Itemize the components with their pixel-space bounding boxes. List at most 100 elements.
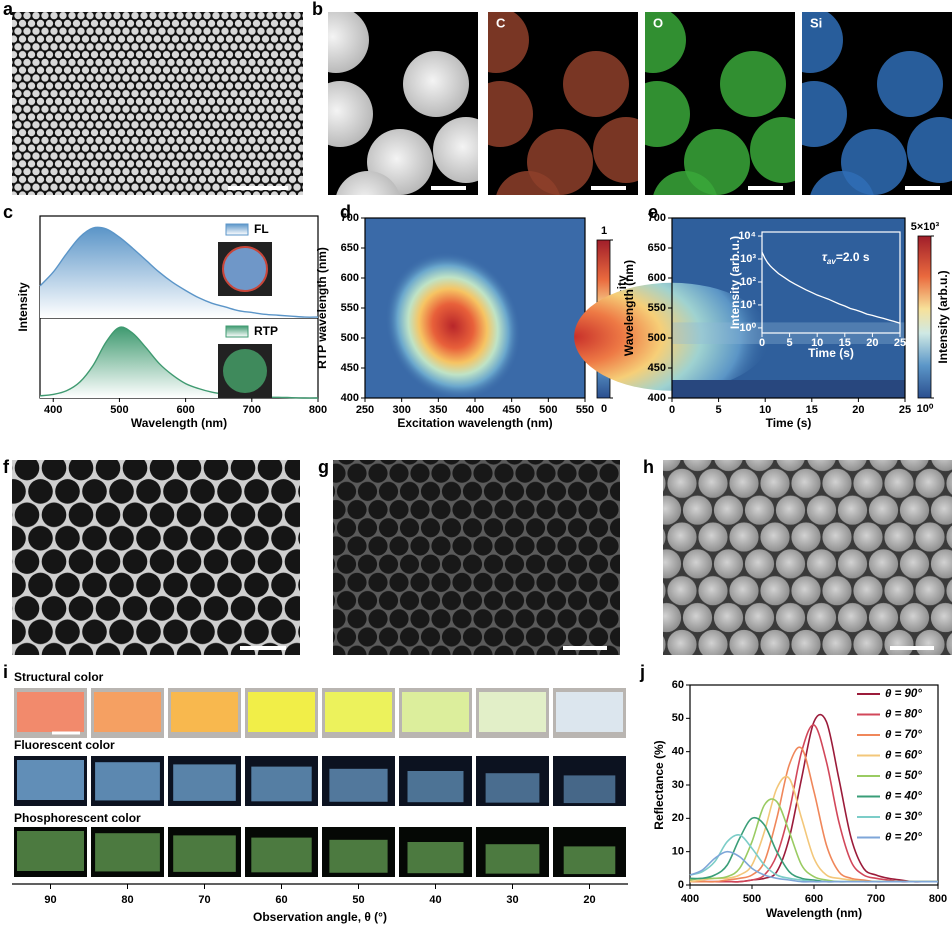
- y-tick-label: 30: [672, 779, 684, 791]
- colorbar: [917, 235, 932, 399]
- particle: [802, 12, 843, 73]
- sample: [171, 692, 238, 732]
- photo-sample: [223, 349, 267, 393]
- x-tick-label: 250: [356, 404, 374, 416]
- y-tick-label: 650: [341, 242, 359, 254]
- photo-sample: [222, 246, 268, 292]
- y-tick-label: 50: [672, 712, 684, 724]
- annotation-part: τ: [822, 250, 828, 264]
- x-axis-label: Time (s): [766, 416, 812, 430]
- particle: [593, 117, 638, 183]
- panel-label: h: [643, 457, 654, 477]
- area: [40, 227, 318, 318]
- spheres: [802, 12, 952, 195]
- panel-label: g: [318, 457, 329, 477]
- x-tick-label: 5: [716, 404, 722, 416]
- y-tick-label: 650: [648, 242, 666, 254]
- panel-label: f: [3, 457, 10, 477]
- sample: [173, 764, 236, 801]
- panel-label: a: [3, 0, 14, 19]
- annotation-part: av: [827, 257, 836, 266]
- sample: [17, 760, 84, 800]
- annotation: τav=2.0 s: [822, 250, 870, 266]
- y-tick-label: 0: [678, 879, 684, 891]
- sample: [479, 692, 546, 732]
- row-title: Phosphorescent color: [14, 811, 141, 825]
- y-axis-label: RTP wavelength (nm): [315, 247, 329, 369]
- sem-image: [663, 460, 952, 655]
- heatmap-low: [672, 380, 905, 398]
- sample: [563, 846, 616, 875]
- x-tick-label: 400: [466, 404, 484, 416]
- particle: [645, 12, 686, 73]
- y-tick-label: 550: [341, 302, 359, 314]
- angle-label: 80: [121, 894, 133, 906]
- particle: [488, 81, 533, 147]
- y-tick-label: 500: [341, 332, 359, 344]
- x-tick-label: 500: [539, 404, 557, 416]
- spheres: [328, 12, 478, 195]
- y-tick-label: 60: [672, 679, 684, 691]
- y-tick-label: 10⁴: [738, 230, 756, 242]
- legend-label: RTP: [254, 324, 278, 338]
- particle: [877, 51, 943, 117]
- x-tick-label: 15: [839, 337, 851, 349]
- spheres: [488, 12, 638, 195]
- x-tick-label: 10: [811, 337, 823, 349]
- x-tick-label: 500: [110, 404, 128, 416]
- legend-label: θ = 80°: [885, 709, 922, 721]
- x-tick-label: 700: [867, 893, 885, 905]
- sample: [556, 692, 623, 732]
- particle: [433, 117, 478, 183]
- sample: [407, 842, 464, 874]
- reflectance-line: [689, 816, 938, 883]
- y-tick-label: 10: [672, 846, 684, 858]
- particle: [802, 81, 847, 147]
- colorbar-label: Intensity (arb.u.): [936, 270, 950, 363]
- x-axis-label: Wavelength (nm): [131, 416, 227, 430]
- legend-label: θ = 40°: [885, 791, 922, 803]
- legend-label: θ = 20°: [885, 832, 922, 844]
- row-title: Fluorescent color: [14, 738, 115, 752]
- particle: [645, 81, 690, 147]
- legend-label: θ = 30°: [885, 811, 922, 823]
- particle: [328, 12, 369, 73]
- angle-label: 90: [44, 894, 56, 906]
- sample: [402, 692, 469, 732]
- y-axis-label: Reflectance (%): [652, 740, 666, 829]
- sample: [248, 692, 315, 732]
- x-axis-label: Time (s): [808, 346, 854, 360]
- particle: [720, 51, 786, 117]
- sample: [325, 692, 392, 732]
- sem-image: [12, 460, 300, 655]
- spectrum-line: [39, 226, 319, 318]
- sample: [95, 762, 160, 801]
- sample: [95, 833, 160, 872]
- x-tick-label: 25: [899, 404, 911, 416]
- heatmap-hot: [385, 252, 521, 400]
- x-tick-label: 350: [429, 404, 447, 416]
- y-tick-label: 600: [648, 272, 666, 284]
- sample: [329, 839, 388, 873]
- x-tick-label: 400: [681, 893, 699, 905]
- y-axis-label: Wavelength (nm): [622, 260, 636, 356]
- y-tick-label: 20: [672, 812, 684, 824]
- panel-label: b: [312, 0, 323, 19]
- panel-label: j: [639, 662, 645, 682]
- x-tick-label: 600: [805, 893, 823, 905]
- y-axis-label: Intensity (arb.u.): [728, 236, 742, 329]
- sample: [563, 775, 616, 804]
- y-tick-label: 10⁰: [739, 322, 756, 334]
- decay-line: [761, 251, 901, 324]
- x-tick-label: 400: [44, 404, 62, 416]
- y-tick-label: 400: [648, 392, 666, 404]
- x-tick-label: 800: [309, 404, 327, 416]
- y-tick-label: 600: [341, 272, 359, 284]
- y-tick-label: 450: [648, 362, 666, 374]
- colorbar-tick-label: 5×10³: [911, 221, 940, 233]
- sample: [17, 692, 84, 732]
- x-tick-label: 600: [176, 404, 194, 416]
- legend-label: θ = 90°: [885, 688, 922, 700]
